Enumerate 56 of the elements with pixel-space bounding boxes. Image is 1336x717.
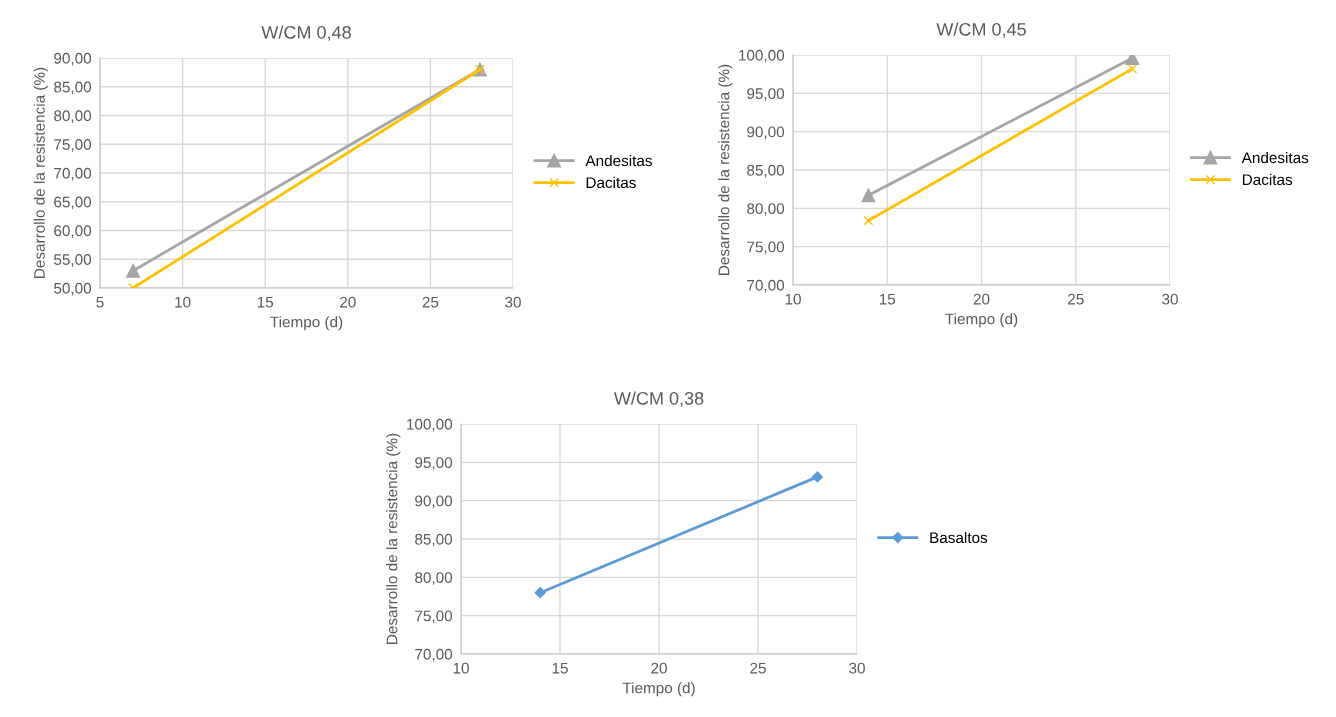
y-tick-label: 80,00: [54, 110, 92, 123]
x-tick-label: 15: [552, 662, 568, 674]
y-tick-label: 100,00: [407, 418, 453, 432]
y-tick-label: 80,00: [415, 572, 453, 585]
y-tick-label: 100,00: [739, 49, 785, 63]
y-tick-label: 80,00: [747, 203, 785, 216]
x-tick-label: 30: [849, 662, 865, 674]
y-tick-label: 95,00: [747, 88, 785, 101]
point: [861, 188, 876, 203]
y-axis-title: Desarrollo de la resistencia (%): [718, 64, 733, 275]
point: [863, 215, 874, 226]
y-tick-label: 90,00: [54, 52, 92, 66]
x-tick-label: 15: [257, 296, 274, 308]
legend-label: Dacitas: [1242, 173, 1293, 186]
legend-label: Andesitas: [1241, 151, 1309, 164]
x-tick-label: 30: [1162, 293, 1178, 305]
chart-title: W/CM 0,48: [261, 25, 351, 41]
y-tick-label: 60,00: [54, 225, 92, 238]
x-axis-title: Tiempo (d): [270, 316, 343, 331]
x-tick-label: 10: [175, 296, 191, 308]
x-tick-label: 25: [422, 296, 439, 308]
x-tick-label: 15: [879, 293, 896, 305]
legend-label: Basaltos: [930, 531, 988, 544]
y-tick-label: 55,00: [54, 254, 92, 267]
x-tick-label: 20: [340, 296, 356, 308]
x-tick-label: 30: [505, 296, 521, 308]
y-tick-label: 85,00: [747, 164, 785, 178]
y-tick-label: 90,00: [415, 495, 453, 509]
x-axis-title: Tiempo (d): [945, 313, 1018, 328]
x-tick-label: 10: [785, 293, 801, 305]
x-axis-title: Tiempo (d): [622, 682, 695, 697]
y-axis-title: Desarrollo de la resistencia (%): [33, 67, 48, 278]
y-tick-label: 50,00: [54, 282, 92, 296]
y-axis-title: Desarrollo de la resistencia (%): [386, 433, 401, 644]
y-tick-label: 70,00: [415, 648, 453, 662]
y-tick-label: 75,00: [747, 241, 785, 255]
x-tick-label: 20: [651, 662, 667, 674]
legend-label: Andesitas: [585, 154, 652, 167]
x-tick-label: 10: [453, 662, 469, 674]
x-tick-label: 5: [96, 296, 104, 308]
y-tick-label: 85,00: [54, 81, 92, 95]
legend-label: Dacitas: [586, 176, 636, 189]
y-tick-label: 75,00: [54, 139, 92, 152]
chart-title: W/CM 0,45: [936, 22, 1026, 38]
y-tick-label: 90,00: [747, 126, 785, 140]
x-tick-label: 25: [750, 662, 766, 674]
x-tick-label: 20: [973, 293, 990, 305]
y-tick-label: 70,00: [54, 167, 92, 181]
y-tick-label: 85,00: [415, 533, 453, 547]
point: [126, 263, 140, 278]
chart-title: W/CM 0,38: [613, 391, 704, 407]
y-tick-label: 75,00: [415, 610, 453, 624]
y-tick-label: 95,00: [415, 457, 453, 470]
x-tick-label: 25: [1068, 293, 1084, 305]
y-tick-label: 70,00: [747, 279, 785, 293]
y-tick-label: 65,00: [54, 196, 92, 210]
